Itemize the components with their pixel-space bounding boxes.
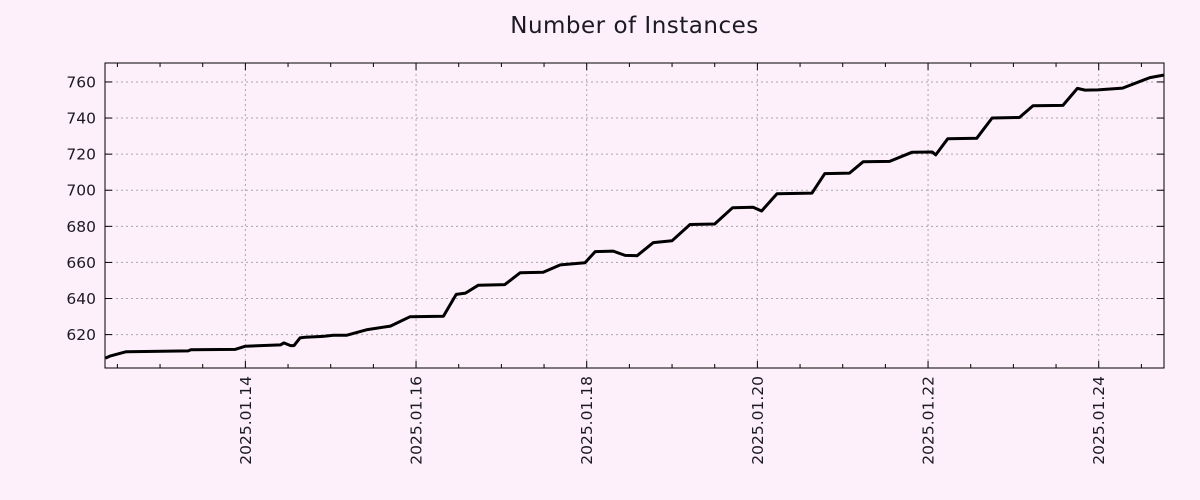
y-tick-label: 680 (66, 218, 96, 236)
y-tick-label: 700 (66, 182, 96, 200)
y-tick-label: 740 (66, 110, 96, 128)
x-tick-label: 2025.01.24 (1090, 376, 1108, 465)
chart-title: Number of Instances (510, 13, 759, 39)
plot-border (104, 62, 1165, 369)
y-tick-label: 720 (66, 146, 96, 164)
y-tick-label: 760 (66, 73, 96, 91)
x-tick-label: 2025.01.20 (749, 376, 767, 465)
y-tick-label: 640 (66, 290, 96, 308)
y-tick-label: 620 (66, 326, 96, 344)
series-line-instances (104, 73, 1164, 360)
y-tick-label: 660 (66, 254, 96, 272)
x-tick-label: 2025.01.16 (408, 376, 426, 465)
x-tick-label: 2025.01.22 (920, 376, 938, 465)
x-tick-label: 2025.01.14 (237, 376, 255, 465)
x-tick-label: 2025.01.18 (578, 376, 596, 465)
